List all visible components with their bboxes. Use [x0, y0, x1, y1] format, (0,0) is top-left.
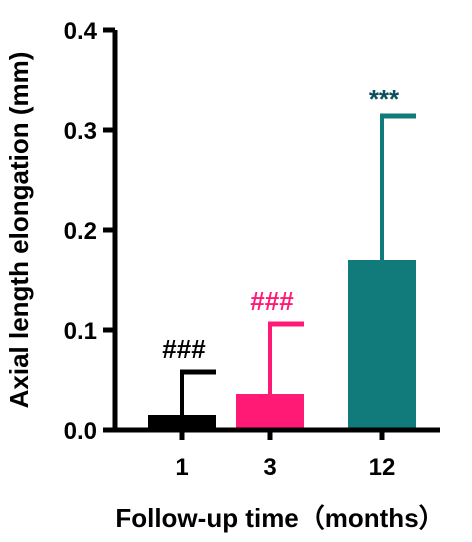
bar: [148, 415, 216, 430]
bar: [348, 260, 416, 430]
y-tick-label: 0.4: [64, 18, 98, 45]
x-axis-ticks: 1 3 12: [175, 430, 395, 481]
y-axis-title: Axial length elongation (mm): [4, 52, 34, 409]
plot-area: ### ### ***: [148, 84, 416, 430]
y-tick-label: 0.3: [64, 118, 97, 145]
x-tick-label: 3: [263, 454, 276, 481]
y-tick-label: 0.0: [64, 418, 97, 445]
y-tick-label: 0.2: [64, 218, 97, 245]
significance-label: ###: [162, 334, 206, 364]
significance-label: ***: [369, 84, 400, 114]
x-axis-title: Follow-up time（months）: [115, 503, 444, 533]
x-tick-label: 1: [175, 454, 188, 481]
bar: [236, 394, 304, 430]
y-axis-ticks: 0.0 0.1 0.2 0.3 0.4: [64, 18, 115, 445]
y-tick-label: 0.1: [64, 318, 97, 345]
x-tick-label: 12: [369, 454, 396, 481]
significance-label: ###: [250, 286, 294, 316]
